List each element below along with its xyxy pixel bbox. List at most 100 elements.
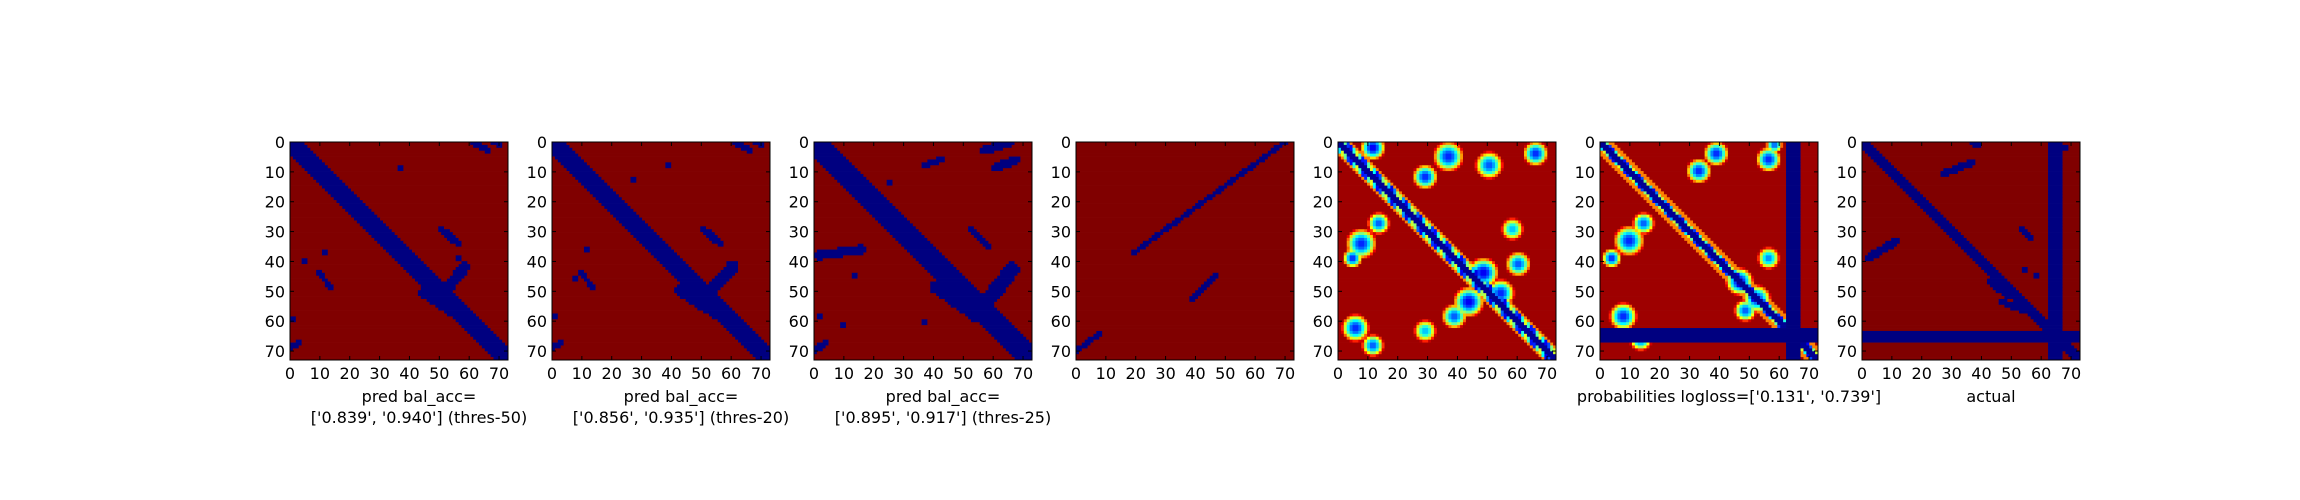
heatmap-3-cell-run	[1026, 336, 1033, 341]
heatmap-5-cell-run	[1413, 229, 1417, 233]
heatmap-6-cell-run	[1780, 258, 1787, 262]
heatmap-4-cell-run	[1157, 237, 1295, 242]
heatmap-5-cell-run	[1422, 214, 1426, 218]
heatmap-6-cell-run	[1777, 264, 1787, 268]
heatmap-7-cell-run	[2004, 296, 2026, 300]
heatmap-4-cell-run	[1195, 203, 1205, 207]
heatmap-7-cell-run	[2062, 237, 2081, 242]
heatmap-7-cell-run	[1876, 147, 2049, 152]
heatmap-5-cell-run	[1477, 171, 1481, 175]
heatmap-5-cell-run	[1442, 235, 1446, 239]
heatmap-1-cell-run	[290, 357, 494, 361]
y-tick-label: 40	[1575, 252, 1595, 271]
heatmap-5-cell-run	[1506, 304, 1510, 309]
heatmap-6-cell-run	[1629, 176, 1633, 181]
heatmap-6-cell-run	[1759, 252, 1764, 256]
heatmap-6-cell-run	[1631, 304, 1735, 309]
heatmap-7-cell-run	[2068, 144, 2081, 149]
heatmap-6-cell-run	[1765, 313, 1769, 317]
heatmap-6-cell-run	[1611, 322, 1615, 326]
heatmap-5-cell-run	[1364, 229, 1368, 233]
heatmap-6-cell-run	[1765, 301, 1769, 306]
x-tick-label: 30	[1941, 364, 1961, 383]
heatmap-5-cell-run	[1352, 232, 1356, 236]
heatmap-5-cell-run	[1541, 354, 1545, 358]
heatmap-5-cell-run	[1419, 235, 1423, 239]
heatmap-5-cell-run	[1489, 296, 1499, 300]
heatmap-6-cell-run	[1631, 246, 1636, 250]
heatmap-5-cell-run	[1413, 226, 1417, 230]
heatmap-7-cell-run	[2033, 319, 2063, 323]
heatmap-5-cell-run	[1454, 165, 1458, 169]
heatmap-6-cell-run	[1765, 287, 1787, 291]
heatmap-5-cell-run	[1526, 150, 1531, 154]
heatmap-6-cell-run	[1768, 304, 1772, 309]
heatmap-5-cell-run	[1515, 226, 1519, 230]
heatmap-5-cell-run	[1471, 307, 1475, 311]
heatmap-1-cell-run	[290, 330, 468, 335]
heatmap-6-cell-run	[1733, 310, 1737, 314]
heatmap-5-cell-run	[1352, 243, 1356, 247]
heatmap-6-cell-run	[1771, 142, 1778, 146]
heatmap-6-cell-run	[1652, 220, 1656, 224]
heatmap-4-cell-run	[1102, 333, 1295, 338]
heatmap-5-cell-run	[1521, 330, 1525, 335]
heatmap-5-cell-run	[1419, 182, 1423, 186]
heatmap-5-cell-run	[1361, 348, 1365, 352]
heatmap-5-cell-run	[1448, 243, 1452, 247]
heatmap-1-cell-run	[321, 159, 509, 163]
heatmap-6-cell-run	[1736, 293, 1740, 297]
heatmap-5-cell-run	[1433, 328, 1438, 332]
heatmap-2-cell-run	[552, 179, 579, 184]
heatmap-2-cell-run	[636, 179, 771, 184]
heatmap-6-cell-run	[1637, 243, 1642, 247]
heatmap-4-cell-run	[1076, 301, 1295, 306]
heatmap-5-cell-run	[1497, 287, 1505, 291]
heatmap-5-cell-run	[1381, 144, 1385, 149]
heatmap-7-cell-run	[1969, 240, 2049, 245]
heatmap-7-cell-run	[2048, 278, 2063, 282]
heatmap-3-cell-run	[814, 325, 841, 329]
heatmap-1-cell-run	[397, 261, 425, 265]
heatmap-3-cell-run	[814, 357, 1015, 361]
heatmap-6-cell-run	[1643, 240, 1688, 245]
heatmap-5-cell-run	[1509, 235, 1516, 239]
heatmap-6-cell-run	[1800, 255, 1819, 259]
heatmap-5-cell-run	[1445, 319, 1449, 323]
heatmap-2-cell-run	[738, 264, 771, 268]
heatmap-7-cell-run	[2048, 351, 2063, 355]
heatmap-6-cell-run	[1600, 304, 1615, 309]
heatmap-5-cell-run	[1422, 168, 1429, 172]
heatmap-5-cell-run	[1399, 197, 1403, 201]
heatmap-5-cell-run	[1492, 258, 1507, 262]
heatmap-1-cell-run	[333, 284, 422, 288]
heatmap-6-cell-run	[1643, 176, 1650, 181]
heatmap-5-cell-run	[1486, 150, 1493, 154]
heatmap-5-cell-run	[1381, 214, 1385, 218]
heatmap-6-cell-run	[1774, 310, 1778, 314]
heatmap-6-cell-run	[1736, 304, 1740, 309]
heatmap-6-cell-run	[1800, 269, 1819, 274]
heatmap-6-cell-run	[1762, 150, 1767, 154]
heatmap-3-cell-run	[930, 284, 975, 288]
heatmap-6-cell-run	[1765, 252, 1772, 256]
heatmap-5-cell-run	[1442, 142, 1446, 146]
heatmap-2-cell-run	[764, 144, 771, 149]
heatmap-1-cell-run	[455, 319, 483, 323]
heatmap-4-cell-run	[1076, 310, 1295, 314]
heatmap-7-cell-run	[1981, 252, 2049, 256]
heatmap-4-cell-run	[1137, 252, 1295, 256]
heatmap-3-cell-run	[933, 243, 983, 247]
heatmap-5-cell-run	[1538, 333, 1542, 338]
heatmap-6-cell-run	[1704, 162, 1708, 166]
heatmap-5-cell-run	[1338, 269, 1455, 274]
heatmap-4-cell-run	[1076, 296, 1190, 300]
heatmap-2-cell-run	[679, 255, 771, 259]
heatmap-5-cell-run	[1428, 336, 1432, 341]
heatmap-2-cell-run	[691, 266, 724, 271]
heatmap-5-cell-run	[1512, 293, 1516, 297]
heatmap-6-cell-run	[1762, 296, 1767, 300]
heatmap-5-cell-run	[1369, 150, 1377, 154]
heatmap-5-cell-run	[1538, 162, 1542, 166]
